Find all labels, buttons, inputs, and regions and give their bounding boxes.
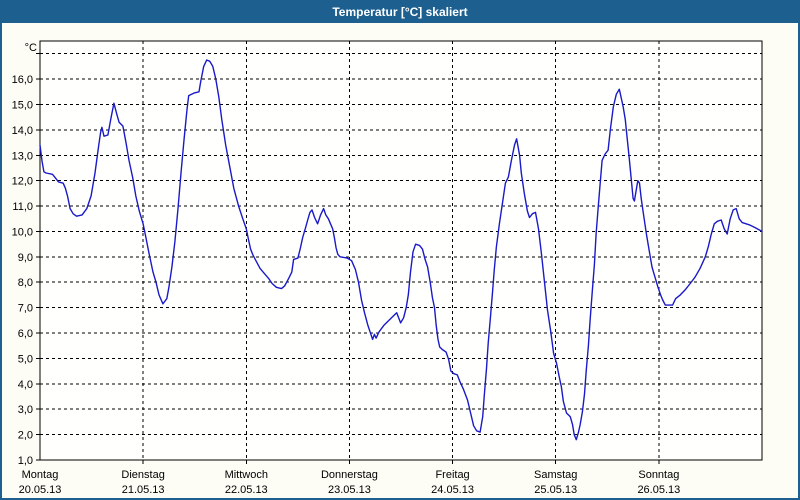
- y-tick-label: 15,0: [12, 99, 33, 111]
- y-tick-label: 9,0: [18, 252, 33, 264]
- day-name-label: Sonntag: [638, 469, 679, 481]
- day-name-label: Dienstag: [121, 469, 164, 481]
- axis-ticks: [36, 53, 660, 464]
- y-axis-labels: 1,0 2,0 3,0 4,0 5,0 6,0 7,0 8,0 9,0 10,0 11,0 12,0 1…: [12, 74, 33, 467]
- y-tick-label: 2,0: [18, 430, 33, 442]
- day-name-label: Samstag: [534, 469, 577, 481]
- y-tick-label: 12,0: [12, 176, 33, 188]
- y-tick-label: 4,0: [18, 379, 33, 391]
- y-tick-label: 1,0: [18, 455, 33, 467]
- y-axis-unit-label: °C: [25, 42, 37, 54]
- day-name-label: Freitag: [435, 469, 469, 481]
- y-tick-label: 16,0: [12, 74, 33, 86]
- y-tick-label: 6,0: [18, 328, 33, 340]
- y-tick-label: 10,0: [12, 226, 33, 238]
- y-tick-label: 11,0: [12, 201, 33, 213]
- temperature-line: [39, 59, 763, 441]
- y-tick-label: 14,0: [12, 125, 33, 137]
- x-axis-labels: Montag 20.05.13 Dienstag 21.05.13 Mittwoch 22…: [19, 469, 681, 496]
- day-name-label: Montag: [22, 469, 59, 481]
- day-date-label: 23.05.13: [328, 484, 371, 496]
- y-tick-label: 8,0: [18, 277, 33, 289]
- day-name-label: Donnerstag: [321, 469, 378, 481]
- window-title: Temperatur [°C] skaliert: [332, 5, 468, 19]
- day-date-label: 21.05.13: [122, 484, 165, 496]
- day-date-label: 25.05.13: [534, 484, 577, 496]
- day-date-label: 20.05.13: [19, 484, 62, 496]
- day-name-label: Mittwoch: [225, 469, 268, 481]
- day-date-label: 26.05.13: [637, 484, 680, 496]
- plot-background: [40, 41, 762, 460]
- day-date-label: 22.05.13: [225, 484, 268, 496]
- y-tick-label: 13,0: [12, 150, 33, 162]
- day-date-label: 24.05.13: [431, 484, 474, 496]
- plot-frame: [39, 40, 763, 461]
- y-tick-label: 5,0: [18, 353, 33, 365]
- y-tick-label: 3,0: [18, 404, 33, 416]
- y-tick-label: 7,0: [18, 303, 33, 315]
- window-titlebar: Temperatur [°C] skaliert: [2, 2, 798, 23]
